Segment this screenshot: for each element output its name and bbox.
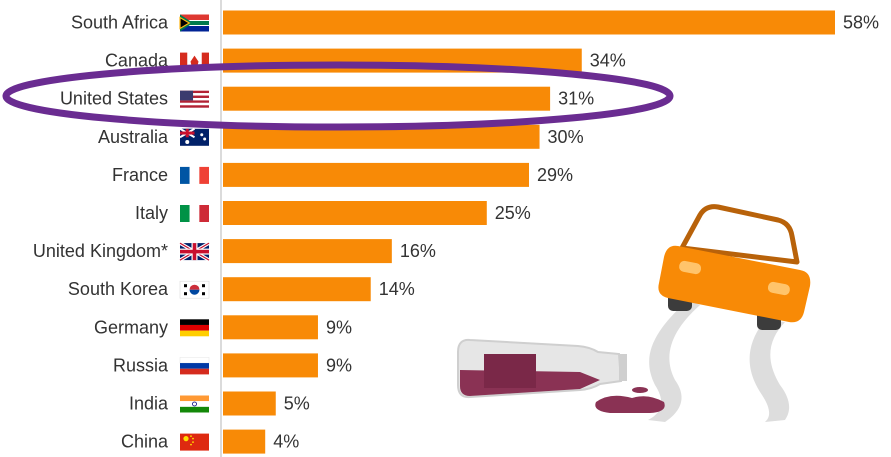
bar: [223, 353, 318, 378]
category-label: China: [121, 432, 169, 452]
india-flag-icon: [180, 395, 209, 413]
south-africa-flag-icon: [179, 14, 209, 32]
france-flag-icon: [180, 166, 209, 184]
uk-flag-icon: [179, 241, 210, 262]
spilled-wine-icon: [595, 387, 665, 413]
category-label: Italy: [135, 203, 168, 223]
value-label: 14%: [379, 279, 415, 299]
value-label: 34%: [590, 51, 626, 71]
bar: [223, 277, 371, 302]
car-icon: [658, 204, 811, 330]
china-flag-icon: [180, 433, 209, 451]
bar: [223, 162, 529, 187]
illustration: [457, 204, 811, 422]
category-label: South Korea: [68, 279, 169, 299]
us-flag-icon: [180, 90, 209, 108]
value-label: 9%: [326, 355, 352, 375]
skid-marks-icon: [648, 300, 790, 422]
wine-bottle-icon: [457, 338, 627, 399]
value-label: 31%: [558, 89, 594, 109]
value-label: 5%: [284, 394, 310, 414]
labels-layer: 58% South Africa 34% Canada 31% United States…: [33, 13, 879, 452]
category-label: United Kingdom*: [33, 241, 168, 261]
bar: [223, 315, 318, 340]
category-label: France: [112, 165, 168, 185]
value-label: 29%: [537, 165, 573, 185]
bar: [223, 86, 551, 111]
value-label: 25%: [495, 203, 531, 223]
australia-flag-icon: [179, 127, 209, 146]
russia-flag-icon: [179, 357, 210, 375]
italy-flag-icon: [180, 205, 209, 222]
value-label: 16%: [400, 241, 436, 261]
bar: [223, 239, 392, 264]
value-label: 30%: [548, 127, 584, 147]
germany-flag-icon: [180, 319, 209, 337]
flags-layer: [179, 14, 210, 451]
bar: [223, 10, 835, 35]
value-label: 9%: [326, 317, 352, 337]
value-label: 58%: [843, 13, 879, 33]
value-label: 4%: [273, 432, 299, 452]
category-label: Australia: [98, 127, 169, 147]
bar: [223, 429, 266, 454]
category-label: Germany: [94, 317, 168, 337]
bar: [223, 201, 487, 225]
category-label: Russia: [113, 355, 169, 375]
category-label: United States: [60, 89, 168, 109]
category-label: Canada: [105, 51, 169, 71]
south-korea-flag-icon: [179, 280, 210, 299]
category-label: South Africa: [71, 13, 169, 33]
category-label: India: [129, 394, 169, 414]
bar: [223, 391, 276, 416]
highlight-ellipse: [2, 61, 674, 131]
